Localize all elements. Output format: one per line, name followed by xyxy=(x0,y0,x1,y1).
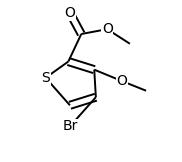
Text: Br: Br xyxy=(62,119,78,133)
Text: O: O xyxy=(64,6,75,20)
Text: S: S xyxy=(41,71,50,85)
Text: O: O xyxy=(102,22,113,36)
Text: O: O xyxy=(116,74,127,88)
